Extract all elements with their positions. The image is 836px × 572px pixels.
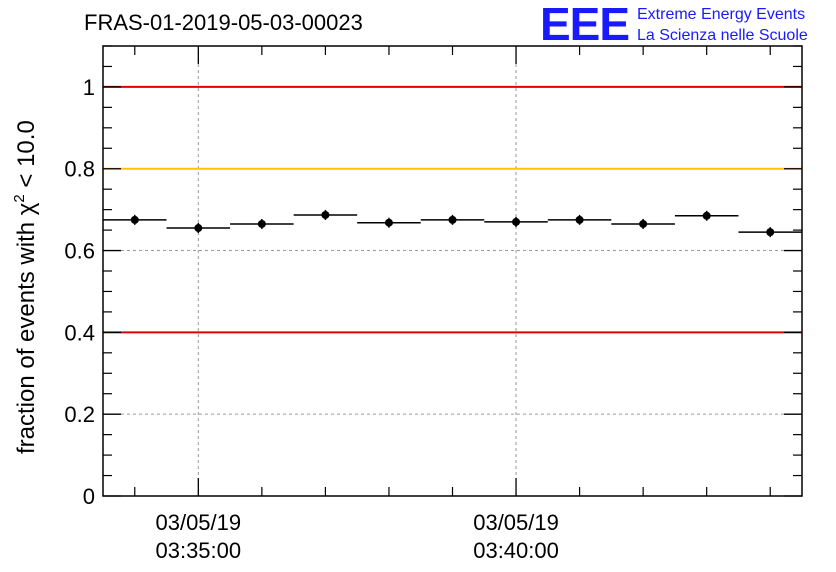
y-axis-label-prefix: fraction of events with χ	[13, 202, 40, 454]
x-tick-label-date: 03/05/19	[155, 510, 241, 535]
y-axis-label: fraction of events with χ2 < 10.0	[11, 120, 40, 454]
plot-frame	[102, 45, 803, 497]
axis-ticks	[103, 45, 802, 497]
data-point	[103, 214, 167, 225]
data-point-marker	[512, 217, 521, 226]
data-point-marker	[130, 215, 139, 224]
logo-line-1: Extreme Energy Events	[637, 6, 805, 23]
data-point-marker	[257, 219, 266, 228]
y-tick-label: 1	[83, 75, 95, 100]
data-point-marker	[575, 215, 584, 224]
data-point	[547, 214, 612, 225]
x-tick-labels: 03/05/19 03:35:00 03/05/19 03:40:00	[155, 510, 558, 563]
eee-logo: EEE Extreme Energy Events La Scienza nel…	[540, 0, 808, 50]
data-point	[293, 209, 358, 220]
data-point	[674, 210, 739, 221]
data-point-marker	[702, 211, 711, 220]
data-point-marker	[639, 219, 648, 228]
logo-line-2: La Scienza nelle Scuole	[637, 27, 808, 44]
data-point	[230, 218, 294, 229]
logo-mark: EEE	[540, 0, 629, 50]
grid-lines	[103, 46, 802, 496]
data-point-marker	[321, 210, 330, 219]
y-axis-label-suffix: < 10.0	[13, 120, 40, 194]
data-point-marker	[384, 218, 393, 227]
x-tick-label-time: 03:40:00	[473, 538, 559, 563]
x-tick-label-date: 03/05/19	[473, 510, 559, 535]
data-point-marker	[194, 224, 203, 233]
y-tick-labels: 0 0.2 0.4 0.6 0.8 1	[64, 75, 95, 509]
y-tick-label: 0.8	[64, 157, 95, 182]
data-point	[611, 218, 675, 229]
data-point-marker	[448, 215, 457, 224]
data-point	[166, 223, 231, 234]
data-point	[484, 216, 548, 227]
data-point	[420, 214, 485, 225]
y-tick-label: 0	[83, 484, 95, 509]
y-tick-label: 0.6	[64, 239, 95, 264]
y-tick-label: 0.4	[64, 320, 95, 345]
y-axis-label-superscript: 2	[11, 194, 28, 202]
data-point	[738, 227, 802, 238]
reference-lines	[103, 85, 802, 334]
chart-title: FRAS-01-2019-05-03-00023	[84, 10, 363, 35]
x-tick-label-time: 03:35:00	[155, 538, 241, 563]
data-points	[103, 209, 802, 238]
data-point-marker	[766, 228, 775, 237]
y-tick-label: 0.2	[64, 402, 95, 427]
data-point	[357, 217, 421, 228]
